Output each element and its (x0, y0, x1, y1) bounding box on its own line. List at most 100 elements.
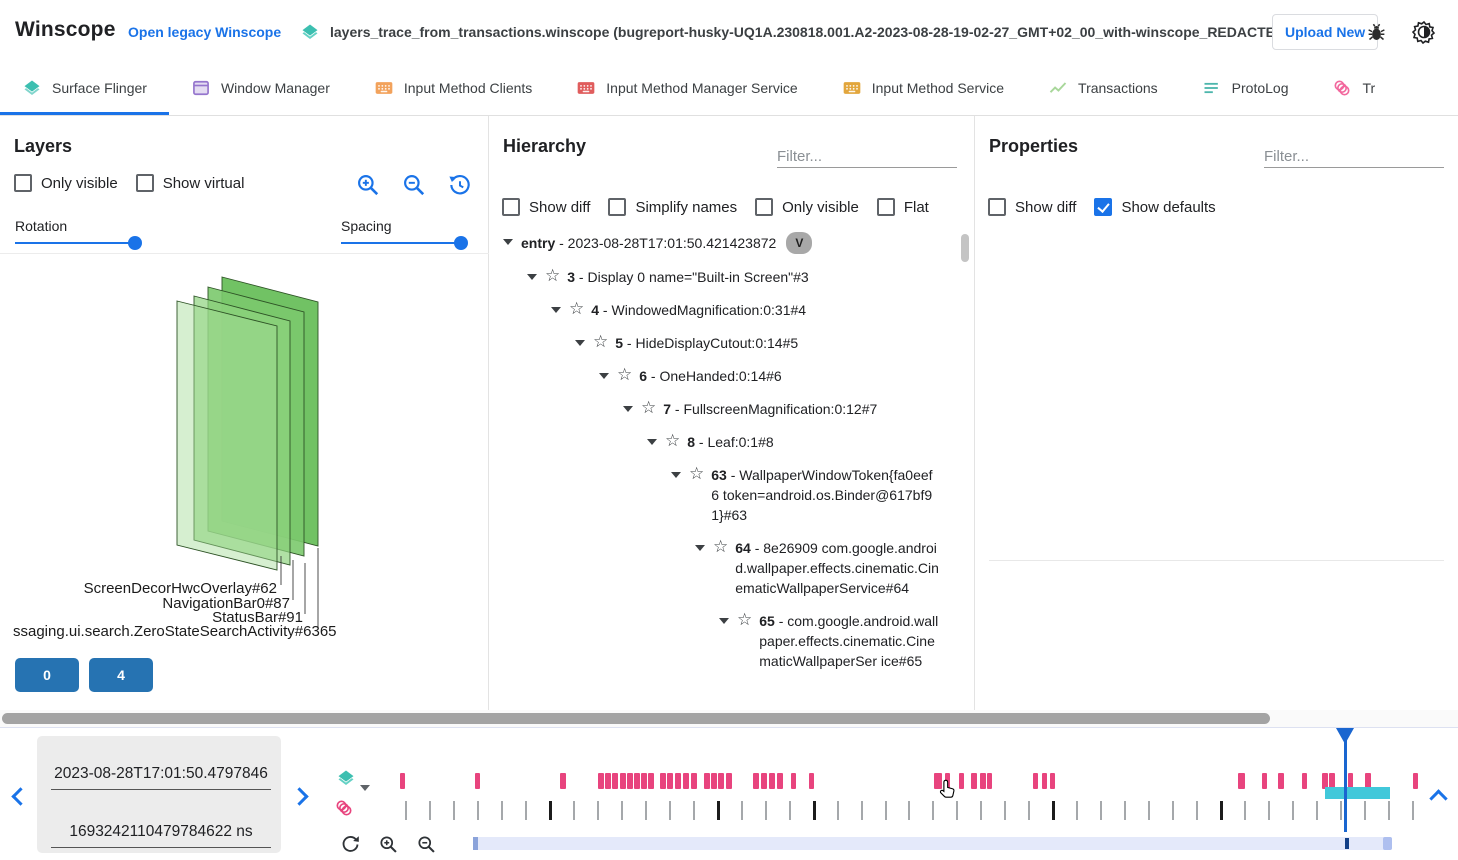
hierarchy-scrollbar[interactable] (961, 234, 969, 262)
checkbox-box[interactable] (608, 198, 627, 216)
transition-tick[interactable] (1004, 801, 1007, 820)
refresh-zoom-icon[interactable] (340, 834, 361, 855)
transition-tick[interactable] (500, 801, 503, 820)
transition-tick[interactable] (908, 801, 911, 820)
transition-tick[interactable] (429, 801, 432, 820)
checkbox-box[interactable] (14, 174, 32, 192)
reset-view-icon[interactable] (447, 172, 473, 198)
tab-input-method-clients[interactable]: Input Method Clients (352, 64, 554, 115)
transition-tick[interactable] (453, 801, 456, 820)
hierarchy-checkbox-flat[interactable]: Flat (876, 198, 929, 216)
tree-node-5[interactable]: ☆ 5 - HideDisplayCutout:0:14#5 (489, 332, 939, 353)
layers-checkbox-show-virtual[interactable]: Show virtual (135, 174, 244, 192)
tree-node-entry[interactable]: entry - 2023-08-28T17:01:50.421423872 V (489, 232, 939, 254)
trace-event-mark[interactable] (761, 773, 768, 789)
trace-event-mark[interactable] (711, 773, 718, 789)
expand-arrow-icon[interactable] (527, 274, 537, 280)
trace-event-mark[interactable] (1347, 773, 1353, 789)
trace-event-mark[interactable] (560, 773, 567, 789)
timeline-cursor-line[interactable] (1343, 728, 1347, 832)
expand-arrow-icon[interactable] (575, 340, 585, 346)
trace-event-mark[interactable] (597, 773, 604, 789)
trace-event-mark[interactable] (647, 773, 654, 789)
open-legacy-link[interactable]: Open legacy Winscope (128, 24, 282, 40)
expand-arrow-icon[interactable] (695, 545, 705, 551)
transition-tick[interactable] (1411, 801, 1414, 820)
transition-tick[interactable] (932, 801, 935, 820)
pin-star-icon[interactable]: ☆ (569, 299, 585, 318)
transition-tick[interactable] (596, 801, 599, 820)
hierarchy-checkbox-only-visible[interactable]: Only visible (755, 198, 859, 216)
checkbox-box[interactable] (755, 198, 774, 216)
pin-star-icon[interactable]: ☆ (641, 398, 657, 417)
expand-arrow-icon[interactable] (503, 239, 513, 245)
properties-filter-input[interactable] (1264, 146, 1444, 168)
properties-checkbox-show-diff[interactable]: Show diff (988, 198, 1076, 216)
trace-event-mark[interactable] (400, 773, 405, 789)
zoom-in-icon[interactable] (355, 172, 381, 198)
trace-event-mark[interactable] (605, 773, 612, 789)
tab-input-method-service[interactable]: Input Method Service (820, 64, 1026, 115)
trace-event-mark[interactable] (682, 773, 689, 789)
trace-event-mark[interactable] (769, 773, 776, 789)
expand-arrow-icon[interactable] (647, 439, 657, 445)
trace-event-mark[interactable] (667, 773, 674, 789)
trace-event-mark[interactable] (1301, 773, 1307, 789)
transition-tick[interactable] (692, 801, 695, 820)
trace-event-mark[interactable] (790, 773, 796, 789)
hierarchy-checkbox-show-diff[interactable]: Show diff (502, 198, 590, 216)
timeline-zoom-out-icon[interactable] (416, 834, 437, 855)
transition-tick[interactable] (884, 801, 887, 820)
transition-tick[interactable] (1220, 801, 1224, 820)
trace-event-mark[interactable] (971, 773, 978, 789)
checkbox-box[interactable] (876, 198, 895, 216)
zoom-out-icon[interactable] (401, 172, 427, 198)
trace-event-mark[interactable] (660, 773, 667, 789)
tab-protolog[interactable]: ProtoLog (1180, 64, 1311, 115)
rotation-slider-thumb[interactable] (128, 236, 142, 250)
trace-event-mark[interactable] (1329, 773, 1336, 789)
transition-tick[interactable] (1052, 801, 1056, 820)
expand-arrow-icon[interactable] (599, 373, 609, 379)
transition-tick[interactable] (1244, 801, 1247, 820)
tab-input-method-manager-service[interactable]: Input Method Manager Service (554, 64, 819, 115)
trace-event-mark[interactable] (640, 773, 647, 789)
transition-tick[interactable] (644, 801, 647, 820)
transition-tick[interactable] (812, 801, 816, 820)
trace-event-mark[interactable] (1261, 773, 1267, 789)
transition-tick[interactable] (1387, 801, 1390, 820)
pin-star-icon[interactable]: ☆ (713, 537, 729, 556)
trace-event-mark[interactable] (726, 773, 733, 789)
tree-node-6[interactable]: ☆ 6 - OneHanded:0:14#6 (489, 365, 939, 386)
layers-3d-view[interactable] (0, 255, 489, 640)
expand-arrow-icon[interactable] (623, 406, 633, 412)
timeline-cursor-handle[interactable] (1335, 728, 1354, 744)
spacing-slider-thumb[interactable] (454, 236, 468, 250)
transition-tick[interactable] (1124, 801, 1127, 820)
transition-tick[interactable] (1196, 801, 1199, 820)
checkbox-box[interactable] (1094, 198, 1113, 216)
hierarchy-filter-input[interactable] (777, 146, 957, 168)
transition-tick[interactable] (572, 801, 575, 820)
tab-surface-flinger[interactable]: Surface Flinger (0, 64, 169, 115)
checkbox-box[interactable] (135, 174, 154, 192)
timestamp-ns-input[interactable] (51, 822, 271, 848)
transition-tick[interactable] (524, 801, 527, 820)
hierarchy-checkbox-simplify-names[interactable]: Simplify names (608, 198, 737, 216)
trace-event-mark[interactable] (934, 773, 943, 789)
transition-tick[interactable] (1028, 801, 1031, 820)
upload-new-button[interactable]: Upload New (1272, 14, 1379, 50)
trace-event-mark[interactable] (1033, 773, 1039, 789)
trace-event-mark[interactable] (620, 773, 627, 789)
trace-event-mark[interactable] (752, 773, 759, 789)
trace-event-mark[interactable] (612, 773, 619, 789)
transition-tick[interactable] (980, 801, 983, 820)
pin-star-icon[interactable]: ☆ (545, 266, 561, 285)
tree-node-8[interactable]: ☆ 8 - Leaf:0:1#8 (489, 431, 939, 452)
trace-event-mark[interactable] (675, 773, 682, 789)
checkbox-box[interactable] (502, 198, 520, 216)
timeline-track[interactable] (400, 728, 1420, 860)
transition-tick[interactable] (620, 801, 623, 820)
range-slider-right-handle[interactable] (1383, 837, 1392, 850)
tree-node-65[interactable]: ☆ 65 - com.google.android.wallpaper.effec… (489, 610, 939, 671)
